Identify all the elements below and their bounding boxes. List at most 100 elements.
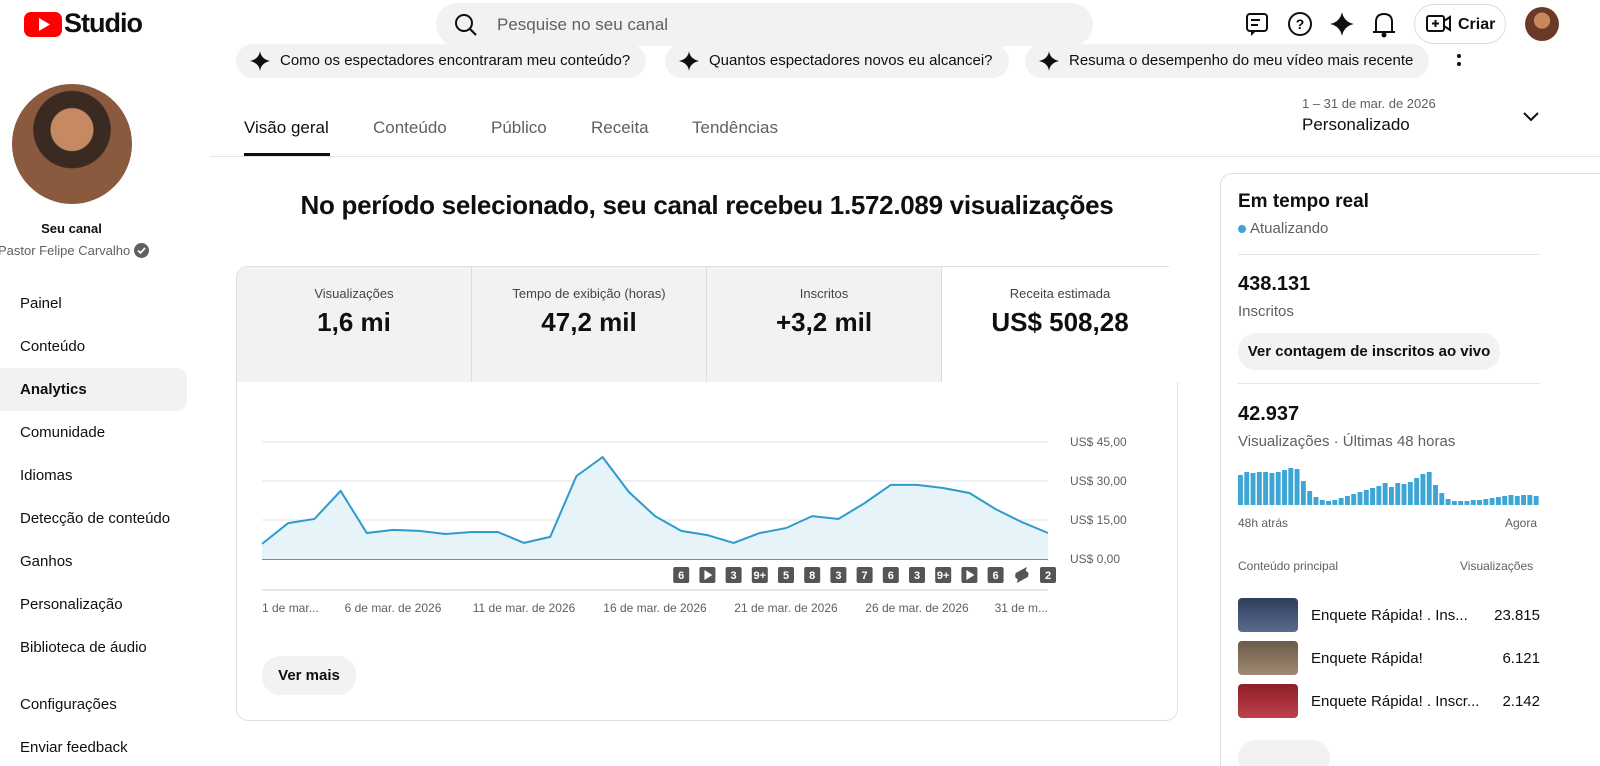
content-row[interactable]: Enquete Rápida! . Ins... 23.815 [1238, 598, 1540, 634]
bar [1319, 500, 1325, 505]
create-button[interactable]: Criar [1414, 4, 1506, 44]
nav-item[interactable]: Conteúdo [20, 338, 86, 355]
more-icon[interactable] [1452, 50, 1466, 70]
tab[interactable]: Tendências [692, 118, 779, 137]
x-tick-label: 16 de mar. de 2026 [603, 601, 707, 615]
event-marker-label: 9+ [754, 570, 767, 582]
nav-item[interactable]: Ganhos [20, 553, 73, 570]
event-marker [987, 567, 1004, 583]
realtime-more-button[interactable] [1238, 740, 1330, 766]
suggestion-chip[interactable]: Resuma o desempenho do meu vídeo mais re… [1025, 44, 1430, 78]
bar [1470, 500, 1476, 505]
realtime-bar-chart [1238, 468, 1539, 505]
nav-item[interactable]: Idiomas [20, 467, 73, 484]
tab[interactable]: Receita [591, 118, 649, 137]
nav-item[interactable]: Personalização [20, 596, 123, 613]
bar [1351, 494, 1357, 505]
bar [1307, 491, 1313, 505]
realtime-card [1220, 173, 1600, 766]
tab[interactable]: Conteúdo [373, 118, 447, 137]
metric-label: Tempo de exibição (horas) [512, 286, 666, 301]
views-count: 42.937 [1238, 403, 1300, 425]
suggestion-chip[interactable]: Quantos espectadores novos eu alcancei? [665, 44, 1009, 78]
bar [1521, 495, 1527, 505]
views-label: Visualizações · Últimas 48 horas [1238, 433, 1456, 450]
search-box[interactable]: Pesquise no seu canal [436, 3, 1093, 46]
x-tick-label: 21 de mar. de 2026 [734, 601, 838, 615]
bar [1420, 474, 1426, 505]
nav-item[interactable]: Painel [20, 295, 62, 312]
bar [1458, 501, 1464, 505]
see-more-button[interactable]: Ver mais [262, 656, 356, 695]
sparkle-icon [1039, 51, 1059, 71]
nav-item[interactable]: Detecção de conteúdo [20, 510, 171, 527]
nav-item[interactable]: Analytics [0, 368, 187, 411]
top-content-header: Conteúdo principal [1238, 559, 1339, 573]
channel-avatar[interactable] [12, 84, 132, 204]
tab[interactable]: Público [491, 118, 547, 137]
nav-item[interactable]: Comunidade [20, 424, 106, 441]
date-range: 1 – 31 de mar. de 2026 [1302, 96, 1436, 111]
bar [1489, 498, 1495, 505]
logo[interactable]: Studio [24, 8, 143, 43]
event-marker-label: 2 [1045, 570, 1051, 582]
metric-tab[interactable]: Receita estimada US$ 508,28 [942, 267, 1178, 382]
content-views: 6.121 [1502, 650, 1540, 667]
header-icons[interactable]: ? [1244, 10, 1404, 40]
bar [1433, 485, 1438, 505]
x-tick-label: 26 de mar. de 2026 [865, 601, 969, 615]
metric-tab[interactable]: Visualizações 1,6 mi [237, 267, 472, 382]
event-marker-label: 8 [809, 570, 815, 582]
bar [1338, 498, 1344, 505]
nav-item[interactable]: Configurações [20, 696, 117, 713]
bar [1464, 501, 1470, 505]
metric-tab[interactable]: Tempo de exibição (horas) 47,2 mil [472, 267, 707, 382]
y-tick-label: US$ 0,00 [1070, 552, 1120, 566]
event-marker [1040, 567, 1056, 583]
bar [1244, 472, 1250, 505]
bar [1332, 500, 1338, 505]
account-avatar[interactable] [1525, 7, 1559, 41]
bar [1282, 470, 1287, 505]
channel-name-text: Pastor Felipe Carvalho [0, 243, 131, 258]
nav-item[interactable]: Enviar feedback [20, 739, 128, 756]
bar [1256, 472, 1262, 505]
bar [1407, 482, 1413, 505]
y-tick-label: US$ 30,00 [1070, 474, 1127, 488]
metric-value: US$ 508,28 [991, 307, 1129, 337]
tab[interactable]: Visão geral [244, 118, 329, 137]
suggestion-chip[interactable]: Como os espectadores encontraram meu con… [236, 44, 647, 78]
x-tick-label: 6 de mar. de 2026 [345, 601, 442, 615]
create-label: Criar [1458, 16, 1496, 33]
content-row[interactable]: Enquete Rápida! 6.121 [1238, 641, 1540, 677]
dropdown-icon[interactable] [1522, 110, 1540, 124]
bar [1495, 497, 1501, 505]
content-row[interactable]: Enquete Rápida! . Inscr... 2.142 [1238, 684, 1540, 720]
bar [1395, 483, 1401, 505]
bar [1269, 473, 1275, 505]
thumbnail [1238, 641, 1298, 675]
create-icon [1426, 15, 1451, 32]
shorts-icon [1015, 567, 1029, 583]
event-marker-label: 9+ [937, 570, 950, 582]
metric-value: 1,6 mi [317, 307, 391, 337]
bar [1288, 468, 1294, 505]
event-marker [778, 567, 794, 583]
bar [1389, 487, 1394, 505]
event-marker [882, 567, 899, 583]
metric-tab[interactable]: Inscritos +3,2 mil [707, 267, 942, 382]
bar [1357, 492, 1363, 505]
thumbnail [1238, 684, 1298, 718]
nav-item[interactable]: Biblioteca de áudio [20, 639, 147, 656]
bar [1533, 496, 1539, 505]
verified-icon [133, 243, 149, 258]
subscriber-count: 438.131 [1238, 273, 1311, 295]
revenue-chart: US$ 0,00 US$ 15,00 US$ 30,00 US$ 45,00 1 de … [261, 435, 1127, 615]
date-preset[interactable]: Personalizado [1302, 115, 1410, 134]
bar [1483, 499, 1489, 505]
thumbnail [1238, 598, 1298, 632]
live-count-button[interactable]: Ver contagem de inscritos ao vivo [1238, 333, 1500, 370]
event-marker-label: 3 [914, 570, 920, 582]
x-tick-label: 1 de mar... [262, 601, 319, 615]
